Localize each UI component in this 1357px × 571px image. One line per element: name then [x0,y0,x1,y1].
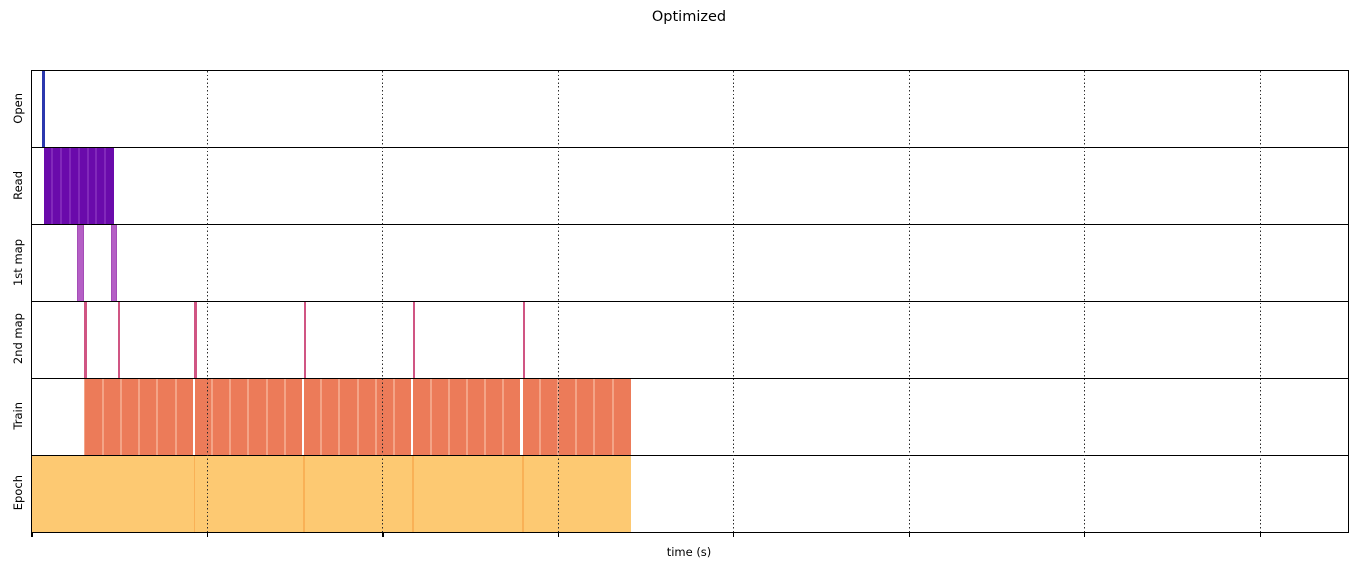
segment-separator [393,378,396,456]
row-separator-line [32,454,1348,456]
y-axis-label-epoch: Epoch [0,454,27,531]
x-axis-tick [733,532,735,537]
segment-separator [95,147,98,225]
segment-separator [247,378,250,456]
gridline [557,71,559,532]
segment-separator [60,147,63,225]
segment-separator [174,378,177,456]
segment-separator [119,378,122,456]
segment-separator [104,147,107,225]
bar-2nd-map [117,301,121,379]
bar-open [42,71,45,148]
y-axis-label-text: Open [11,93,25,124]
segment-separator [611,378,614,456]
y-axis-label-text: 1st map [11,238,25,286]
bar-1st-map [111,224,118,302]
bar-2nd-map [194,301,197,379]
x-axis-label: time (s) [666,545,712,559]
segment-separator [502,378,505,456]
section-break [302,455,305,532]
x-axis-tick [206,532,209,537]
section-break [193,455,196,532]
y-axis-label-text: Epoch [11,474,25,511]
y-axis-label-text: Train [11,401,25,430]
segment-separator [283,378,286,456]
segment-separator [538,378,541,456]
bar-2nd-map [303,301,306,379]
row-separator-line [32,224,1348,226]
plot-area [31,70,1349,533]
y-axis-label-2nd-map: 2nd map [0,301,27,378]
bar-1st-map [77,224,84,302]
row-separator-line [32,147,1348,149]
section-break [411,378,414,456]
gridline [206,71,208,532]
segment-separator [101,378,104,456]
segment-separator [374,378,377,456]
section-break [521,455,524,532]
x-axis-tick [1084,532,1086,537]
gridline [908,71,910,532]
segment-separator [210,378,213,456]
section-break [301,378,305,456]
segment-separator [429,378,432,456]
segment-separator [320,378,323,456]
section-break [411,455,414,532]
x-axis-tick [31,532,33,537]
gridline [733,71,735,532]
bar-2nd-map [84,301,87,379]
segment-separator [138,378,141,456]
bar-train [84,378,631,456]
segment-separator [575,378,578,456]
segment-separator [265,378,268,456]
segment-separator [593,378,596,456]
segment-separator [229,378,232,456]
gridline [1084,71,1086,532]
y-axis-label-train: Train [0,377,27,454]
x-axis-tick [908,532,910,537]
segment-separator [356,378,359,456]
bar-2nd-map [412,301,415,379]
gridline [1259,71,1261,532]
x-axis-tick [382,532,384,537]
segment-separator [156,378,159,456]
bar-read [43,147,115,225]
y-axis-label-open: Open [0,70,27,147]
segment-separator [465,378,468,456]
y-axis-label-text: 2nd map [11,313,25,365]
bar-epoch [32,455,631,532]
y-axis-label-1st-map: 1st map [0,224,27,301]
segment-separator [86,147,89,225]
segment-separator [51,147,54,225]
y-axis-label-read: Read [0,147,27,224]
bar-2nd-map [522,301,525,379]
segment-separator [447,378,450,456]
section-break [192,378,195,456]
segment-separator [69,147,72,225]
row-separator-line [32,377,1348,379]
segment-separator [84,378,86,456]
segment-separator [77,147,80,225]
segment-separator [338,378,341,456]
gridline [382,71,384,532]
section-break [520,378,523,456]
segment-separator [484,378,487,456]
x-axis-tick [557,532,559,537]
chart-title: Optimized [651,9,727,25]
x-axis-tick [1259,532,1261,537]
row-separator-line [32,300,1348,303]
y-axis-label-text: Read [11,170,25,200]
